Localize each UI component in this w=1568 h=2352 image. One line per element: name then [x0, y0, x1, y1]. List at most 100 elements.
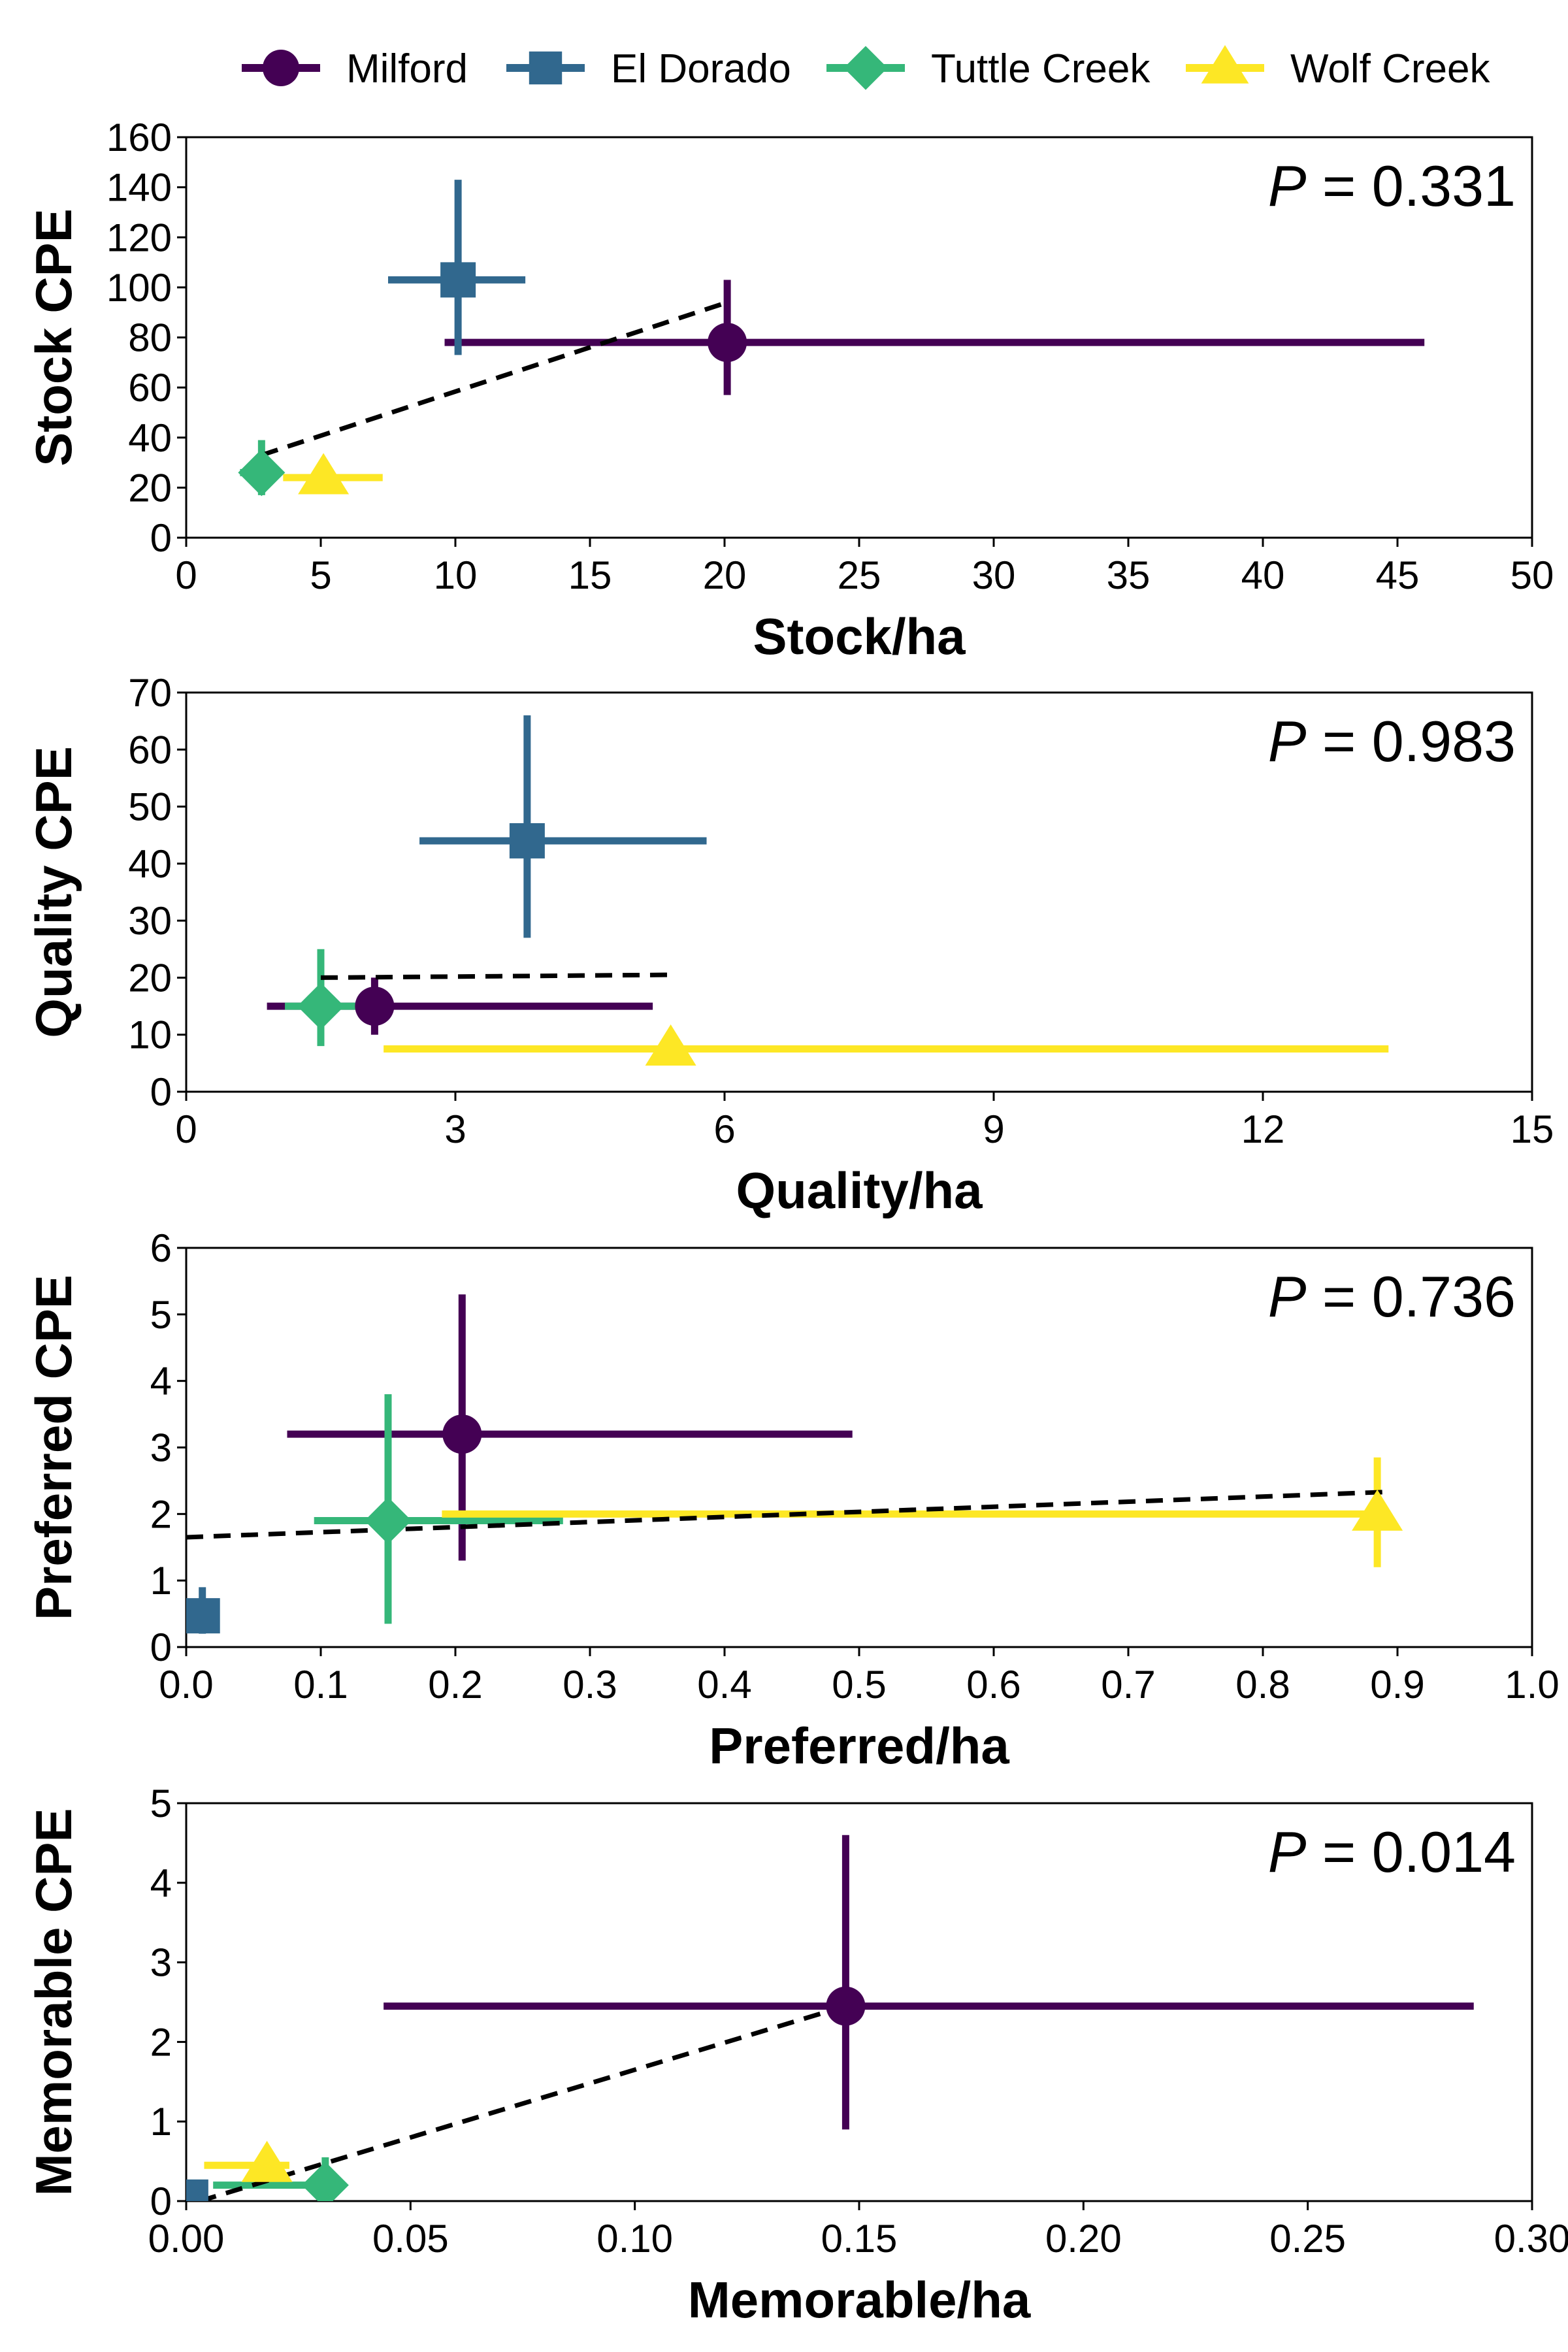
y-tick-label: 5: [150, 1782, 172, 1825]
x-tick-label: 0.5: [832, 1663, 886, 1707]
x-axis-title: Memorable/ha: [688, 2271, 1031, 2328]
x-tick-label: 1.0: [1505, 1663, 1559, 1707]
point-wolf-creek: [241, 2140, 293, 2182]
point-el-dorado: [440, 262, 476, 298]
x-tick-label: 45: [1376, 553, 1420, 597]
x-tick-label: 0.3: [563, 1663, 617, 1707]
y-tick-label: 30: [128, 899, 172, 943]
x-tick-label: 0.7: [1101, 1663, 1155, 1707]
point-wolf-creek: [645, 1024, 696, 1066]
y-tick-label: 100: [106, 266, 172, 310]
x-tick-label: 0.10: [596, 2217, 673, 2261]
trend-line: [320, 972, 671, 980]
x-tick-label: 35: [1107, 553, 1151, 597]
y-tick-label: 80: [128, 316, 172, 360]
data-layer: [267, 715, 1389, 1066]
legend-item-wolf-creek: Wolf Creek: [1186, 45, 1490, 91]
p-symbol: P: [1268, 1820, 1307, 1884]
p-value-label: P = 0.736: [1268, 1264, 1516, 1329]
p-value-label: P = 0.014: [1268, 1820, 1516, 1884]
x-tick-label: 0.4: [697, 1663, 751, 1707]
point-milford: [442, 1414, 482, 1454]
legend-item-milford: Milford: [242, 46, 468, 91]
x-tick-label: 30: [972, 553, 1016, 597]
y-tick-label: 0: [150, 2180, 172, 2223]
trend-line: [199, 2004, 847, 2201]
point-el-dorado: [509, 823, 545, 858]
point-tuttle-creek: [297, 983, 344, 1030]
point-el-dorado: [186, 2179, 208, 2201]
y-tick-label: 0: [150, 1625, 172, 1669]
point-milford: [708, 323, 747, 363]
panels: 0 5 10 15 20 25 30 35 40 45 5002040608010012014016…: [25, 116, 1568, 2328]
x-tick-label: 0.05: [372, 2217, 449, 2261]
panel-4: 0.00 0.05 0.10 0.15 0.20 0.25 0.30 0 1 2 3 4 5 Memora…: [25, 1782, 1568, 2328]
y-tick-label: 2: [150, 2020, 172, 2064]
p-value-label: P = 0.331: [1268, 154, 1516, 218]
panel-2: 0 3 6 9 12 15 0 10 20 30 40 50 60 70 Quality/ha Quality…: [25, 671, 1554, 1219]
y-tick-label: 140: [106, 166, 172, 210]
x-tick-label: 0.30: [1494, 2217, 1568, 2261]
x-tick-label: 15: [1511, 1107, 1554, 1151]
x-tick-label: 0.1: [293, 1663, 348, 1707]
legend-item-el-dorado: El Dorado: [506, 46, 791, 91]
p-value: = 0.014: [1306, 1820, 1516, 1884]
x-tick-label: 0.6: [966, 1663, 1021, 1707]
x-tick-label: 0: [175, 553, 197, 597]
x-tick-label: 40: [1241, 553, 1285, 597]
x-tick-label: 9: [983, 1107, 1004, 1151]
y-tick-label: 20: [128, 956, 172, 1000]
y-tick-label: 40: [128, 842, 172, 886]
x-tick-label: 12: [1241, 1107, 1285, 1151]
legend-marker-wolf-creek: [1201, 45, 1249, 84]
p-symbol: P: [1268, 154, 1307, 218]
data-layer: [238, 180, 1425, 497]
y-axis-title: Memorable CPE: [25, 1808, 82, 2197]
p-value-label: P = 0.983: [1268, 709, 1516, 774]
point-milford: [355, 987, 395, 1026]
x-tick-label: 5: [310, 553, 331, 597]
x-tick-label: 50: [1511, 553, 1554, 597]
y-tick-label: 0: [150, 516, 172, 560]
panel-1: 0 5 10 15 20 25 30 35 40 45 5002040608010012014016…: [25, 116, 1554, 665]
point-milford: [826, 1986, 866, 2026]
x-tick-label: 10: [434, 553, 478, 597]
x-tick-label: 0.15: [821, 2217, 898, 2261]
x-axis-title: Quality/ha: [736, 1162, 983, 1219]
p-symbol: P: [1268, 1264, 1307, 1329]
point-tuttle-creek: [365, 1497, 412, 1544]
y-tick-label: 1: [150, 1559, 172, 1603]
point-wolf-creek: [298, 453, 350, 495]
x-axis-title: Stock/ha: [753, 608, 966, 665]
legend-item-tuttle-creek: Tuttle Creek: [826, 46, 1151, 91]
panel-3: 0.0 0.1 0.2 0.3 0.4 0.5 0.6 0.7 0.8 0.9 1.0 0 1 2 3 4 5 6…: [25, 1226, 1560, 1774]
p-value: = 0.983: [1306, 709, 1516, 774]
x-tick-label: 0.20: [1045, 2217, 1122, 2261]
y-tick-label: 1: [150, 2100, 172, 2144]
legend-label-milford: Milford: [346, 46, 468, 91]
y-tick-label: 50: [128, 785, 172, 829]
p-value: = 0.331: [1306, 154, 1516, 218]
legend-label-el-dorado: El Dorado: [611, 46, 791, 91]
data-layer: [186, 1835, 1474, 2201]
point-wolf-creek: [1352, 1489, 1403, 1531]
legend-label-tuttle-creek: Tuttle Creek: [931, 46, 1151, 91]
trend-line: [261, 300, 728, 457]
legend-marker-tuttle-creek: [843, 46, 888, 90]
y-tick-label: 40: [128, 416, 172, 460]
x-tick-label: 0.2: [428, 1663, 482, 1707]
x-tick-label: 0.9: [1370, 1663, 1424, 1707]
p-value: = 0.736: [1306, 1264, 1516, 1329]
point-tuttle-creek: [238, 449, 286, 497]
y-tick-label: 20: [128, 466, 172, 510]
legend-marker-milford: [263, 50, 299, 86]
y-tick-label: 160: [106, 116, 172, 159]
x-tick-label: 0.00: [148, 2217, 225, 2261]
y-tick-label: 10: [128, 1013, 172, 1057]
point-tuttle-creek: [301, 2161, 349, 2201]
x-tick-label: 0.25: [1269, 2217, 1346, 2261]
y-tick-label: 6: [150, 1226, 172, 1270]
x-tick-label: 25: [838, 553, 881, 597]
x-tick-label: 0.8: [1235, 1663, 1290, 1707]
